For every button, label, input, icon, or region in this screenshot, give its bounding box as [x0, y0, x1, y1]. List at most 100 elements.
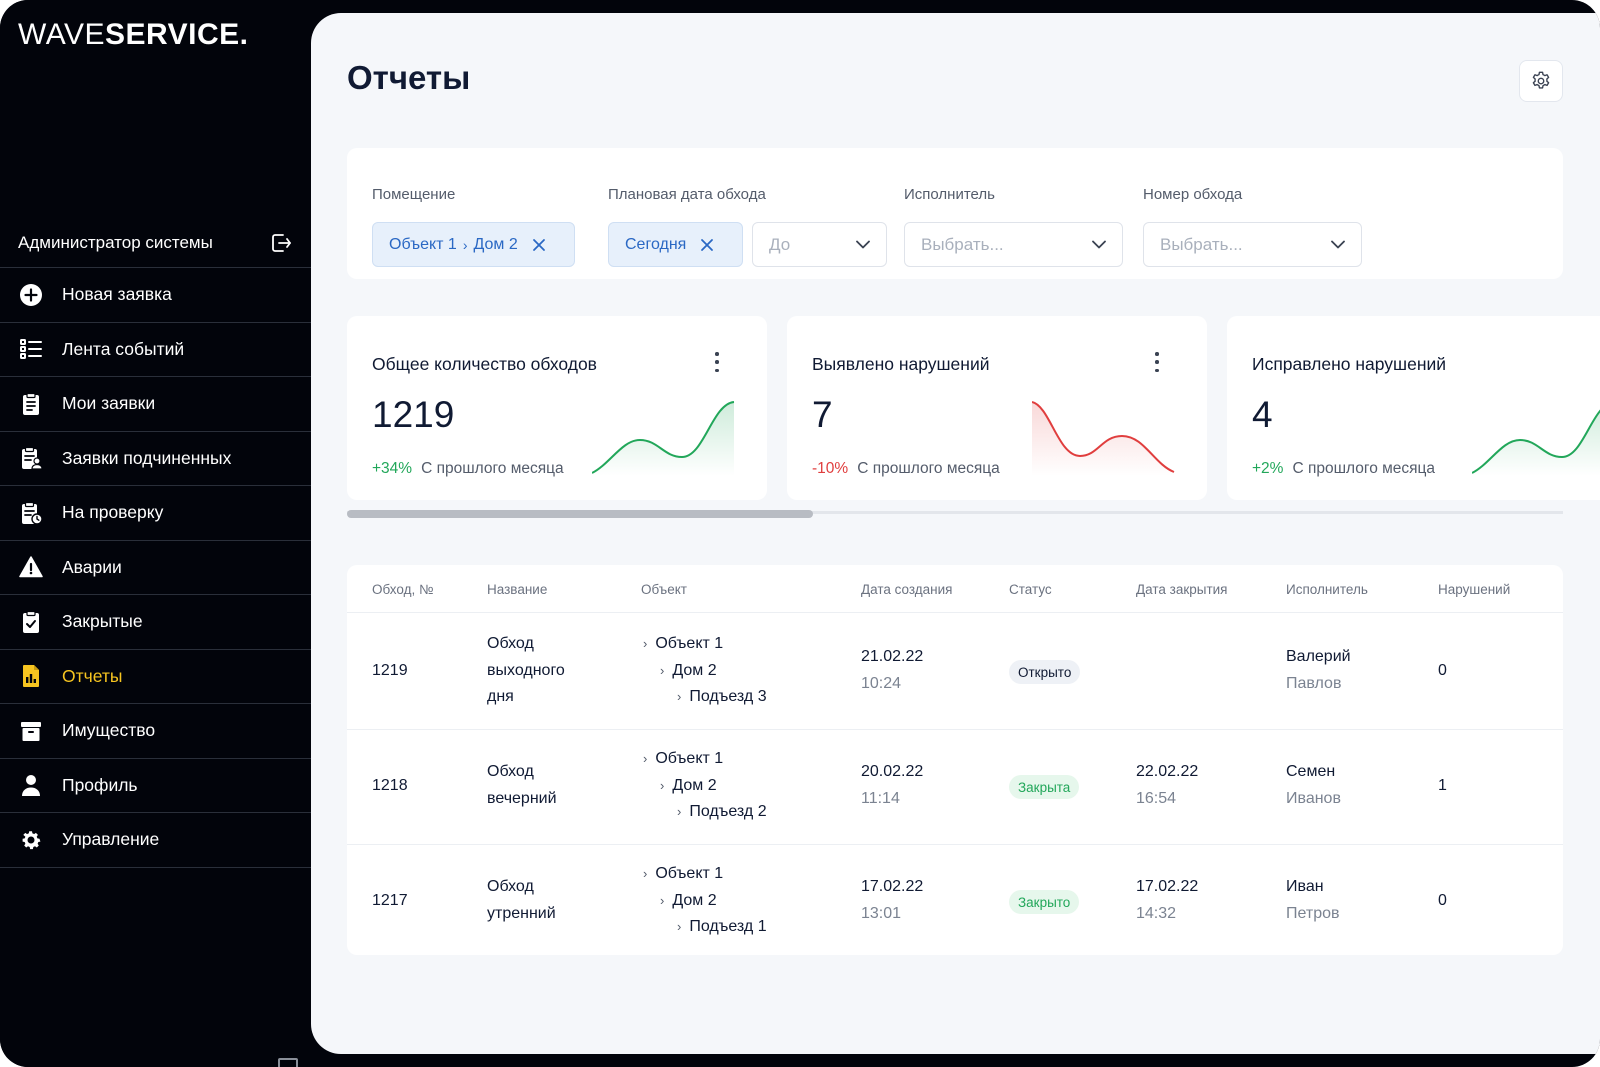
chevron-down-icon	[856, 240, 870, 249]
select-placeholder: До	[769, 234, 791, 254]
logo[interactable]: WAVESERVICE.	[18, 18, 249, 52]
close-icon[interactable]	[532, 238, 546, 252]
chevron-right-icon: ›	[660, 662, 665, 678]
object-level[interactable]: Объект 1	[655, 750, 724, 767]
more-vertical-icon[interactable]	[707, 350, 727, 374]
executor-last-name: Павлов	[1286, 674, 1342, 692]
round-number-select[interactable]: Выбрать...	[1143, 222, 1362, 267]
logo-text-bold: SERVICE.	[105, 18, 249, 51]
user-name: Администратор системы	[18, 232, 213, 252]
report-icon	[18, 663, 44, 689]
executor-first-name: Валерий	[1286, 648, 1351, 665]
change-percent: +2%	[1252, 460, 1284, 477]
sidebar-item-property[interactable]: Имущество	[0, 704, 312, 759]
date-to-select[interactable]: До	[752, 222, 887, 267]
sidebar: WAVESERVICE. Администратор системы Новая…	[0, 0, 312, 1067]
column-header[interactable]: Название	[487, 582, 548, 597]
settings-button[interactable]	[1519, 60, 1563, 102]
column-header[interactable]: Обход, №	[372, 582, 434, 597]
round-name-line: выходного	[487, 661, 565, 679]
round-id: 1217	[372, 892, 408, 909]
column-header[interactable]: Исполнитель	[1286, 582, 1368, 597]
more-vertical-icon[interactable]	[1147, 350, 1167, 374]
cards-scrollbar-track[interactable]	[347, 511, 1563, 514]
sidebar-item-label: Профиль	[62, 774, 138, 795]
created-date: 21.02.22	[861, 648, 924, 665]
sidebar-item-label: Новая заявка	[62, 284, 172, 305]
status-badge: Открыто	[1009, 660, 1081, 684]
sidebar-item-closed[interactable]: Закрытые	[0, 595, 312, 650]
change-caption: С прошлого месяца	[421, 460, 564, 477]
cards-scrollbar-thumb[interactable]	[347, 510, 813, 518]
column-header[interactable]: Статус	[1009, 582, 1052, 597]
gear-icon	[1532, 71, 1550, 89]
stat-card-total-rounds: Общее количество обходов 1219 +34% С прош…	[347, 316, 767, 500]
executor-select[interactable]: Выбрать...	[904, 222, 1123, 267]
select-placeholder: Выбрать...	[1160, 234, 1243, 254]
card-change: -10% С прошлого месяца	[812, 460, 1000, 478]
object-level[interactable]: Подъезд 1	[689, 918, 767, 935]
object-level[interactable]: Дом 2	[672, 776, 717, 794]
table-row[interactable]: 1219 Обход выходного дня › Объект 1 › Дом …	[347, 614, 1563, 730]
sidebar-item-label: Закрытые	[62, 611, 143, 632]
clipboard-icon	[18, 391, 44, 417]
sidebar-item-new-request[interactable]: Новая заявка	[0, 268, 312, 323]
column-header[interactable]: Объект	[641, 582, 687, 597]
chevron-down-icon	[1331, 240, 1345, 249]
sidebar-item-event-feed[interactable]: Лента событий	[0, 323, 312, 377]
column-header[interactable]: Дата создания	[861, 582, 953, 597]
round-name-line: вечерний	[487, 789, 557, 807]
closed-at: 22.02.22 16:54	[1136, 759, 1198, 812]
column-header[interactable]: Нарушений	[1438, 582, 1511, 597]
round-id: 1218	[372, 777, 408, 794]
close-icon[interactable]	[700, 238, 714, 252]
round-name: Обход выходного дня	[487, 631, 565, 711]
object-level[interactable]: Дом 2	[672, 891, 717, 909]
object-path: › Объект 1 › Дом 2 › Подъезд 2	[643, 746, 767, 826]
filter-label-executor: Исполнитель	[904, 186, 995, 203]
table-row[interactable]: 1217 Обход утренний › Объект 1 › Дом 2 › По…	[347, 844, 1563, 955]
chevron-right-icon: ›	[677, 919, 682, 934]
change-percent: +34%	[372, 460, 413, 477]
sidebar-item-my-requests[interactable]: Мои заявки	[0, 377, 312, 432]
sidebar-item-label: Имущество	[62, 720, 156, 741]
sidebar-item-profile[interactable]: Профиль	[0, 759, 312, 813]
sidebar-item-label: Лента событий	[62, 338, 185, 359]
filter-label-round-number: Номер обхода	[1143, 186, 1243, 203]
round-name: Обход утренний	[487, 874, 556, 927]
sidebar-item-for-review[interactable]: На проверку	[0, 486, 312, 541]
chevron-down-icon	[1092, 240, 1106, 249]
card-value: 1219	[372, 394, 455, 435]
object-level[interactable]: Объект 1	[655, 865, 724, 882]
chevron-right-icon: ›	[660, 892, 665, 908]
rounds-table: Обход, № Название Объект Дата создания С…	[347, 565, 1563, 955]
sidebar-item-management[interactable]: Управление	[0, 813, 312, 868]
user-icon	[18, 772, 44, 798]
chip-text: Дом 2	[473, 235, 518, 253]
sidebar-item-label: Аварии	[62, 556, 122, 577]
chevron-right-icon: ›	[643, 636, 648, 651]
logout-icon[interactable]	[268, 230, 294, 256]
violations-count: 0	[1438, 662, 1447, 679]
filter-label-planned-date: Плановая дата обхода	[608, 186, 766, 203]
card-title: Исправлено нарушений	[1252, 354, 1447, 374]
room-filter-chip[interactable]: Объект 1 › Дом 2	[372, 222, 575, 267]
closed-date: 22.02.22	[1136, 763, 1199, 780]
object-level[interactable]: Подъезд 2	[689, 803, 767, 820]
sidebar-item-label: Заявки подчиненных	[62, 447, 232, 468]
column-header[interactable]: Дата закрытия	[1136, 582, 1228, 597]
sidebar-item-subordinate-requests[interactable]: Заявки подчиненных	[0, 432, 312, 486]
table-row[interactable]: 1218 Обход вечерний › Объект 1 › Дом 2 › По…	[347, 729, 1563, 845]
round-name-line: Обход	[487, 878, 534, 895]
object-level[interactable]: Подъезд 3	[689, 688, 767, 705]
warning-icon	[18, 554, 44, 580]
created-at: 21.02.22 10:24	[861, 644, 923, 697]
object-level[interactable]: Дом 2	[672, 661, 717, 679]
logo-text-thin: WAVE	[18, 18, 106, 51]
sidebar-item-accidents[interactable]: Аварии	[0, 541, 312, 595]
panel-toggle-icon[interactable]	[278, 1058, 298, 1067]
object-level[interactable]: Объект 1	[655, 635, 724, 652]
date-filter-chip[interactable]: Сегодня	[608, 222, 743, 267]
sidebar-item-reports[interactable]: Отчеты	[0, 650, 312, 704]
sparkline-chart	[1032, 401, 1175, 476]
